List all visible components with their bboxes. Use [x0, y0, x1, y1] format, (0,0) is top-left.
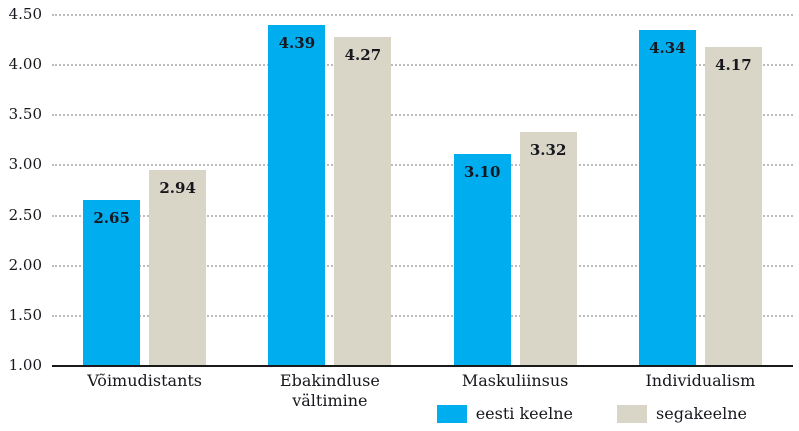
bar-eesti-keelne: 4.34	[638, 30, 696, 365]
bar-eesti-keelne: 4.39	[268, 25, 326, 365]
bar-value-label: 4.34	[649, 39, 686, 58]
y-axis: 4.50 4.00 3.50 3.00 2.50 2.00 1.50 1.00	[0, 5, 44, 374]
y-tick-label: 4.00	[8, 55, 42, 74]
y-tick-label: 3.00	[8, 155, 42, 174]
legend: eesti keelne segakeelne	[426, 404, 747, 423]
bar-group: 4.34 4.17	[608, 14, 793, 365]
gridline	[52, 64, 793, 67]
bar-segakeelne: 4.27	[334, 37, 392, 365]
legend-item-eesti-keelne: eesti keelne	[436, 404, 574, 423]
bar-groups: 2.65 2.94 4.39 4.27 3.10 3.32 4.34 4.17	[52, 14, 793, 365]
legend-label: segakeelne	[656, 404, 747, 423]
bar-segakeelne: 3.32	[519, 132, 577, 365]
bar-value-label: 4.27	[344, 46, 382, 65]
y-tick-label: 4.50	[8, 5, 42, 23]
x-axis: Võimudistants Ebakindluse vältimine Maskul…	[52, 371, 793, 411]
legend-item-segakeelne: segakeelne	[617, 404, 747, 423]
gridline	[52, 314, 793, 317]
bar-group: 3.10 3.32	[423, 14, 608, 365]
bar-value-label: 2.94	[159, 179, 196, 198]
bar-value-label: 2.65	[93, 208, 130, 227]
y-tick-label: 2.50	[8, 205, 42, 224]
y-tick-label: 2.00	[8, 255, 42, 274]
x-category-label: Võimudistants	[87, 371, 203, 390]
legend-swatch	[436, 404, 467, 423]
gridline	[52, 114, 793, 117]
gridline	[52, 264, 793, 267]
plot-area: 2.65 2.94 4.39 4.27 3.10 3.32 4.34 4.17	[52, 14, 793, 367]
gridline	[52, 14, 793, 16]
bar-segakeelne: 2.94	[149, 170, 207, 365]
x-category-label: Maskuliinsus	[461, 371, 569, 390]
bar-group: 2.65 2.94	[52, 14, 237, 365]
bar-segakeelne: 4.17	[704, 47, 762, 365]
legend-label: eesti keelne	[475, 404, 574, 423]
bar-value-label: 3.32	[529, 141, 567, 160]
y-tick-label: 1.50	[8, 305, 42, 324]
y-tick-label: 1.00	[8, 356, 42, 374]
x-axis-line	[52, 365, 793, 367]
gridline	[52, 214, 793, 217]
gridline	[52, 164, 793, 167]
x-category-label: Individualism	[645, 371, 756, 390]
y-tick-label: 3.50	[8, 105, 42, 124]
x-category-label: Ebakindluse vältimine	[279, 371, 380, 410]
legend-swatch	[617, 404, 648, 423]
bar-group: 4.39 4.27	[237, 14, 422, 365]
bar-value-label: 4.17	[715, 56, 752, 75]
bar-eesti-keelne: 2.65	[83, 199, 141, 365]
bar-value-label: 4.39	[278, 34, 316, 53]
bar-eesti-keelne: 3.10	[453, 154, 511, 365]
bar-value-label: 3.10	[463, 163, 501, 182]
